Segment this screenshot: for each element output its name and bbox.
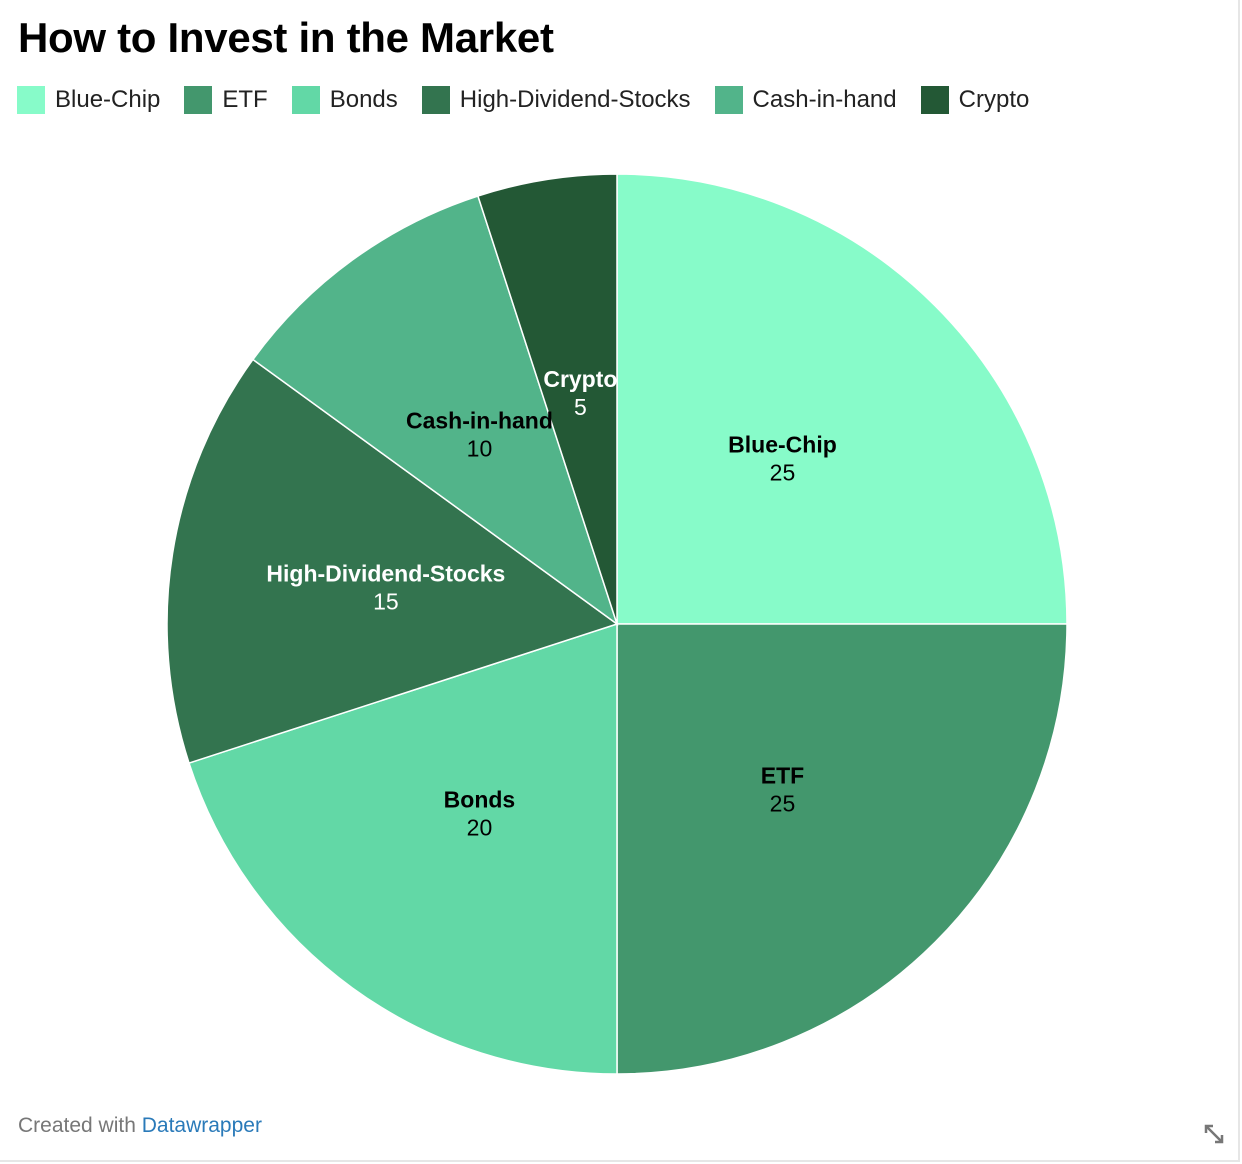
legend-swatch — [920, 86, 949, 114]
legend-swatch — [714, 86, 743, 114]
slice-label-value: 10 — [467, 436, 493, 462]
legend-label: High-Dividend-Stocks — [459, 86, 691, 113]
legend-item-bonds: Bonds — [291, 86, 398, 114]
slice-label-name: ETF — [761, 762, 804, 788]
slice-label-value: 20 — [467, 814, 493, 840]
slice-label-value: 15 — [373, 588, 399, 614]
pie-slice-blue-chip[interactable] — [616, 173, 1068, 625]
legend-swatch — [184, 86, 213, 114]
footer-prefix: Created with — [18, 1114, 142, 1137]
resize-diagonal-icon[interactable] — [1201, 1121, 1227, 1147]
slice-label-value: 25 — [770, 460, 796, 486]
legend-swatch — [421, 86, 450, 114]
legend-item-high-dividend-stocks: High-Dividend-Stocks — [421, 86, 691, 114]
slice-label-name: Bonds — [444, 786, 516, 812]
legend-swatch — [17, 86, 45, 114]
slice-label-name: High-Dividend-Stocks — [266, 560, 505, 586]
legend-label: Crypto — [958, 86, 1030, 113]
pie-slices — [166, 173, 1068, 1075]
legend-item-crypto: Crypto — [920, 86, 1030, 114]
legend-label: ETF — [222, 86, 268, 113]
chart-title: How to Invest in the Market — [18, 14, 554, 61]
pie-slice-crypto[interactable] — [476, 173, 618, 625]
legend-item-cash-in-hand: Cash-in-hand — [714, 86, 897, 114]
slice-label-value: 5 — [574, 394, 587, 420]
datawrapper-link[interactable]: Datawrapper — [141, 1114, 262, 1137]
pie-slice-etf[interactable] — [616, 623, 1068, 1075]
legend: Blue-Chip ETF Bonds High-Dividend-Stocks Cas… — [17, 86, 1053, 114]
legend-swatch — [291, 86, 320, 114]
legend-item-etf: ETF — [184, 86, 268, 114]
legend-item-blue-chip: Blue-Chip — [17, 86, 160, 114]
slice-labels: Blue-Chip25ETF25Bonds20High-Dividend-Sto… — [266, 366, 836, 840]
legend-label: Cash-in-hand — [752, 86, 897, 113]
pie-slice-high-dividend-stocks[interactable] — [166, 358, 619, 765]
footer: Created with Datawrapper — [18, 1114, 262, 1138]
pie-slice-bonds[interactable] — [188, 622, 618, 1075]
slice-label-name: Blue-Chip — [728, 432, 837, 458]
slice-label-value: 25 — [770, 790, 796, 816]
pie-slice-cash-in-hand[interactable] — [251, 195, 619, 626]
legend-label: Bonds — [329, 86, 398, 113]
slice-label-name: Crypto — [543, 366, 617, 392]
legend-label: Blue-Chip — [55, 86, 161, 113]
slice-label-name: Cash-in-hand — [406, 408, 553, 434]
